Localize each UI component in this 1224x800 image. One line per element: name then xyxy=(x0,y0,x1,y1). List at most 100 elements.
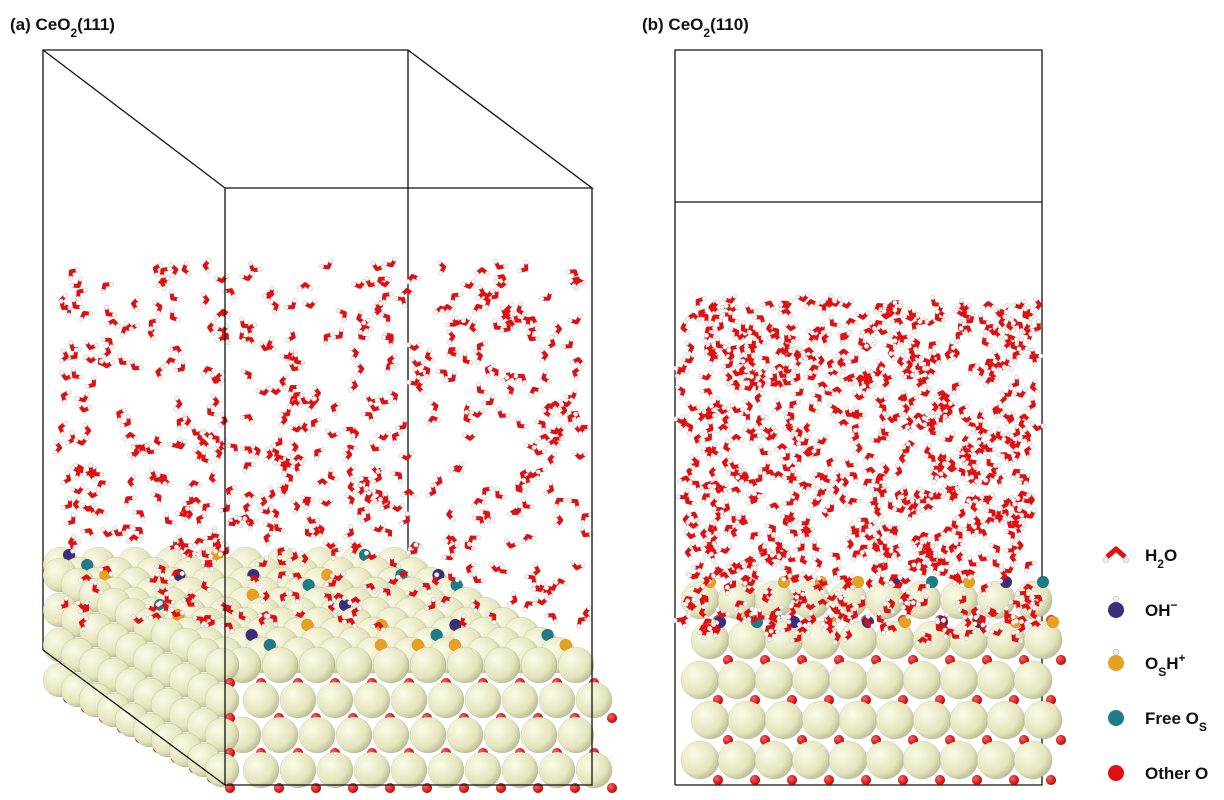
hydrogen xyxy=(109,572,114,577)
hydrogen xyxy=(307,408,312,413)
hydrogen xyxy=(117,418,122,423)
hydrogen xyxy=(324,341,329,346)
hydrogen xyxy=(177,297,182,302)
hydrogen xyxy=(546,428,551,433)
hydrogen xyxy=(389,503,394,508)
hydrogen xyxy=(709,370,714,375)
hydrogen xyxy=(956,339,961,344)
hydrogen xyxy=(92,376,97,381)
hydrogen xyxy=(709,404,714,409)
hydrogen xyxy=(558,413,563,418)
hydrogen xyxy=(234,451,239,456)
hydrogen xyxy=(734,536,739,541)
hydrogen xyxy=(218,600,223,605)
hydrogen xyxy=(489,486,494,491)
hydrogen xyxy=(791,339,796,344)
hydrogen xyxy=(766,505,771,510)
hydrogen xyxy=(804,375,809,380)
hydrogen xyxy=(960,583,965,588)
hydrogen xyxy=(785,449,790,454)
hydrogen xyxy=(937,409,942,414)
hydrogen xyxy=(84,616,89,621)
hydrogen xyxy=(906,510,911,515)
hydrogen xyxy=(210,373,215,378)
hydrogen xyxy=(68,306,73,311)
atom xyxy=(558,647,594,683)
hydrogen xyxy=(921,508,926,513)
hydrogen xyxy=(84,436,89,441)
hydrogen xyxy=(873,395,878,400)
hydrogen xyxy=(923,373,928,378)
hydrogen xyxy=(793,548,798,553)
hydrogen xyxy=(182,554,187,559)
hydrogen xyxy=(170,308,175,313)
hydrogen xyxy=(733,294,738,299)
hydrogen xyxy=(863,458,868,463)
hydrogen xyxy=(75,268,80,273)
hydrogen xyxy=(712,476,717,481)
hydrogen xyxy=(362,585,367,590)
hydrogen xyxy=(762,471,767,476)
hydrogen xyxy=(112,312,117,317)
atom xyxy=(336,717,372,753)
hydrogen xyxy=(240,329,245,334)
atom xyxy=(898,775,908,785)
hydrogen xyxy=(696,317,701,322)
hydrogen xyxy=(288,591,293,596)
hydrogen xyxy=(838,565,843,570)
hydrogen xyxy=(984,365,989,370)
hydrogen xyxy=(893,338,898,343)
hydrogen xyxy=(958,381,963,386)
hydrogen xyxy=(472,310,477,315)
hydrogen xyxy=(61,480,66,485)
hydrogen xyxy=(703,338,708,343)
hydrogen xyxy=(192,543,197,548)
hydrogen xyxy=(254,455,259,460)
hydrogen xyxy=(225,314,230,319)
hydrogen xyxy=(925,412,930,417)
hydrogen xyxy=(1018,435,1023,440)
hydrogen xyxy=(449,598,454,603)
hydrogen xyxy=(360,542,365,547)
hydrogen xyxy=(856,537,861,542)
hydrogen xyxy=(965,404,970,409)
hydrogen xyxy=(788,483,793,488)
hydrogen xyxy=(777,338,782,343)
hydrogen xyxy=(304,505,309,510)
hydrogen xyxy=(214,457,219,462)
hydrogen xyxy=(75,476,80,481)
hydrogen xyxy=(737,515,742,520)
hydrogen xyxy=(241,338,246,343)
hydrogen xyxy=(131,445,136,450)
hydrogen xyxy=(450,466,455,471)
hydrogen xyxy=(956,447,961,452)
hydrogen xyxy=(843,593,848,598)
hydrogen xyxy=(974,530,979,535)
hydrogen xyxy=(314,456,319,461)
hydrogen xyxy=(539,348,544,353)
hydrogen xyxy=(793,426,798,431)
hydrogen xyxy=(355,361,360,366)
hydrogen xyxy=(1030,396,1035,401)
hydrogen xyxy=(687,351,692,356)
label-part: (b) CeO xyxy=(642,15,703,34)
hydrogen xyxy=(212,538,217,543)
hydrogen xyxy=(218,552,223,557)
hydrogen xyxy=(708,420,713,425)
hydrogen xyxy=(691,565,696,570)
hydrogen xyxy=(424,606,429,611)
hydrogen xyxy=(334,541,339,546)
hydrogen xyxy=(545,596,550,601)
hydrogen xyxy=(853,462,858,467)
hydrogen xyxy=(1000,411,1005,416)
hydrogen xyxy=(381,627,386,632)
hydrogen xyxy=(741,320,746,325)
hydrogen xyxy=(70,465,75,470)
hydrogen xyxy=(726,577,731,582)
hydrogen xyxy=(1023,387,1028,392)
hydrogen xyxy=(451,308,456,313)
hydrogen xyxy=(945,565,950,570)
hydrogen xyxy=(782,460,787,465)
hydrogen xyxy=(798,576,803,581)
hydrogen xyxy=(455,347,460,352)
